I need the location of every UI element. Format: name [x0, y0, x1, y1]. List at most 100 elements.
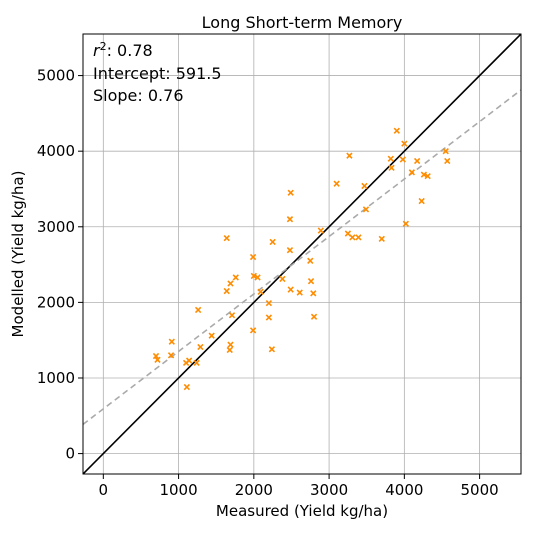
data-point [228, 312, 236, 319]
data-point [249, 253, 257, 261]
data-point-stroke [388, 164, 395, 171]
data-point-stroke [378, 235, 385, 243]
data-point-stroke [287, 286, 294, 293]
data-point [418, 197, 425, 205]
data-point [208, 332, 215, 339]
data-point-stroke [152, 352, 160, 360]
data-point [154, 356, 161, 364]
data-point-stroke [307, 257, 314, 264]
data-point-stroke [249, 327, 257, 334]
data-point-stroke [393, 127, 400, 134]
data-point-stroke [223, 234, 230, 242]
data-point [223, 234, 230, 242]
data-point-stroke [333, 180, 340, 187]
data-point-stroke [227, 280, 234, 287]
data-point [413, 157, 421, 165]
data-point [286, 216, 294, 223]
data-point-stroke [208, 332, 215, 339]
data-point [317, 227, 324, 234]
data-point-stroke [194, 306, 202, 314]
plot-frame [82, 33, 522, 475]
regression-line [83, 89, 521, 426]
data-point [361, 182, 368, 190]
y-tick-label: 4000 [37, 142, 75, 160]
y-axis-label: Modelled (Yield kg/ha) [9, 171, 27, 338]
data-point [265, 314, 273, 321]
data-point-stroke [387, 155, 394, 162]
data-point [393, 127, 400, 134]
y-tick-label: 1000 [37, 369, 75, 387]
data-point-stroke [223, 287, 230, 295]
data-point-stroke [424, 172, 431, 180]
data-points [152, 127, 451, 391]
data-point [193, 359, 200, 367]
data-point [168, 338, 175, 345]
data-point [286, 247, 294, 254]
x-tick-label: 5000 [461, 481, 499, 499]
data-point-stroke [418, 197, 425, 205]
data-point [254, 274, 261, 281]
data-point-stroke [420, 171, 428, 178]
data-point [408, 169, 416, 176]
data-point [310, 313, 318, 320]
data-point-stroke [232, 274, 239, 281]
data-point-stroke [167, 352, 175, 359]
y-tick-label: 0 [65, 445, 75, 463]
data-point [257, 288, 264, 295]
y-axis-ticks: 0 1000 2000 3000 4000 5000 [37, 67, 83, 463]
data-point [296, 289, 303, 296]
data-point-stroke [346, 152, 353, 159]
data-point [401, 140, 408, 147]
data-point [268, 346, 276, 353]
data-point-stroke [254, 274, 261, 281]
data-point [265, 299, 273, 307]
data-point [185, 357, 193, 364]
y-tick-label: 3000 [37, 218, 75, 236]
data-point-stroke [402, 220, 410, 227]
data-point [402, 220, 410, 227]
data-point-stroke [307, 278, 315, 285]
data-point-stroke [408, 169, 416, 176]
chart-title: Long Short-term Memory [202, 13, 403, 32]
data-point-stroke [226, 346, 233, 354]
data-point [227, 280, 234, 287]
x-tick-label: 2000 [235, 481, 273, 499]
data-point-stroke [444, 157, 451, 165]
slope-text: Slope: 0.76 [93, 86, 184, 105]
data-point [388, 164, 395, 171]
data-point [355, 234, 362, 241]
data-point [223, 287, 230, 295]
data-point-stroke [399, 156, 407, 163]
data-point-stroke [268, 346, 276, 353]
data-point-stroke [269, 238, 276, 246]
identity-line [83, 34, 521, 474]
data-point-stroke [185, 357, 193, 364]
y-tick-label: 5000 [37, 67, 75, 85]
data-point [183, 383, 191, 391]
data-point [279, 275, 286, 283]
data-point [442, 148, 449, 155]
reference-lines [83, 34, 521, 474]
intercept-text: Intercept: 591.5 [93, 64, 222, 83]
data-point-stroke [265, 314, 273, 321]
data-point [269, 238, 276, 246]
x-tick-label: 0 [99, 481, 109, 499]
data-point [287, 189, 294, 196]
data-point [287, 286, 294, 293]
data-point-stroke [349, 234, 356, 241]
data-point-stroke [287, 189, 294, 196]
data-point [227, 341, 234, 348]
data-point [346, 152, 353, 159]
x-tick-label: 3000 [310, 481, 348, 499]
data-point-stroke [310, 290, 317, 297]
data-point-stroke [250, 272, 258, 280]
data-point [249, 327, 257, 334]
data-point-stroke [355, 234, 362, 241]
data-point [194, 306, 202, 314]
data-point [378, 235, 385, 243]
data-point-stroke [344, 230, 352, 237]
r-squared-text: r2: 0.78 [93, 40, 153, 60]
data-point [387, 155, 394, 162]
data-point-stroke [286, 247, 294, 254]
